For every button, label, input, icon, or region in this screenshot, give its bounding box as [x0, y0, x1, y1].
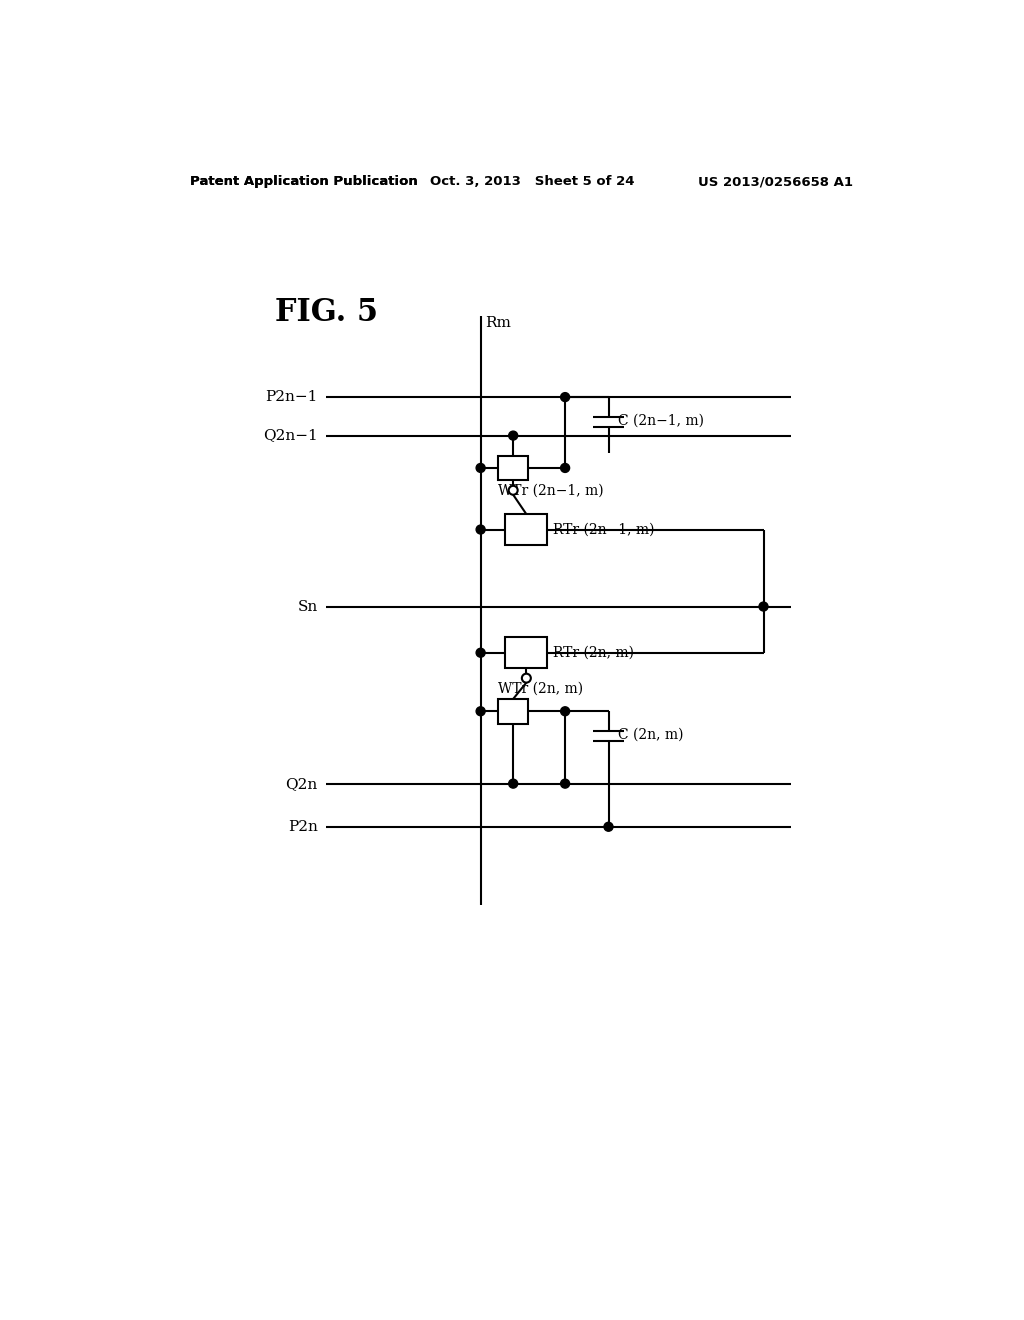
Circle shape: [560, 779, 569, 788]
Text: Rm: Rm: [485, 317, 511, 330]
Circle shape: [560, 706, 569, 715]
Text: US 2013/0256658 A1: US 2013/0256658 A1: [697, 176, 853, 189]
Text: C (2n−1, m): C (2n−1, m): [617, 413, 703, 428]
Circle shape: [560, 463, 569, 473]
Text: FIG. 5: FIG. 5: [275, 297, 378, 327]
Text: P2n−1: P2n−1: [265, 391, 317, 404]
Circle shape: [476, 706, 485, 715]
Circle shape: [476, 648, 485, 657]
Circle shape: [560, 392, 569, 401]
Circle shape: [509, 432, 518, 440]
Circle shape: [476, 525, 485, 535]
Text: WTr (2n, m): WTr (2n, m): [499, 682, 584, 696]
Circle shape: [476, 463, 485, 473]
Bar: [506, 638, 547, 668]
Text: Q2n: Q2n: [286, 776, 317, 791]
Text: C (2n, m): C (2n, m): [617, 727, 683, 742]
Text: Oct. 3, 2013   Sheet 5 of 24: Oct. 3, 2013 Sheet 5 of 24: [430, 176, 635, 189]
Text: P2n: P2n: [288, 820, 317, 834]
Bar: [499, 700, 528, 723]
Text: WTr (2n−1, m): WTr (2n−1, m): [499, 483, 604, 498]
Bar: [506, 513, 547, 545]
Circle shape: [509, 779, 518, 788]
Text: RTr (2n, m): RTr (2n, m): [554, 645, 635, 660]
Text: Sn: Sn: [298, 599, 317, 614]
Text: Q2n−1: Q2n−1: [263, 429, 317, 442]
Text: Patent Application Publication: Patent Application Publication: [190, 176, 418, 189]
Circle shape: [759, 602, 768, 611]
Circle shape: [522, 673, 530, 682]
Bar: [499, 455, 528, 480]
Text: Patent Application Publication: Patent Application Publication: [190, 176, 418, 189]
Circle shape: [509, 486, 518, 495]
Text: RTr (2n−1, m): RTr (2n−1, m): [554, 523, 655, 536]
Circle shape: [604, 822, 613, 832]
